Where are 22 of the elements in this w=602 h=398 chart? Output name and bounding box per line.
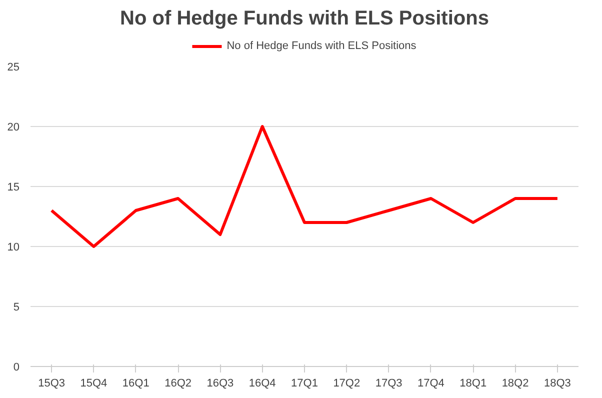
x-tick-label: 17Q2 — [333, 378, 360, 390]
y-tick-label: 20 — [7, 122, 20, 134]
y-tick-label: 15 — [7, 182, 20, 194]
x-tick-label: 18Q1 — [460, 378, 487, 390]
x-tick-label: 17Q1 — [291, 378, 318, 390]
x-tick-label: 18Q3 — [544, 378, 571, 390]
x-tick-label: 16Q2 — [164, 378, 192, 390]
x-tick-label: 17Q4 — [418, 378, 444, 390]
x-tick-label: 15Q3 — [38, 378, 66, 390]
x-tick-label: 16Q1 — [122, 378, 150, 390]
chart-title: No of Hedge Funds with ELS Positions — [120, 8, 489, 30]
x-tick-label: 15Q4 — [80, 378, 108, 390]
x-tick-label: 16Q4 — [248, 378, 276, 390]
y-tick-label: 10 — [7, 242, 20, 254]
line-series — [50, 125, 559, 248]
y-tick-label: 25 — [7, 62, 20, 74]
legend-label: No of Hedge Funds with ELS Positions — [226, 40, 416, 52]
y-tick-label: 5 — [13, 302, 20, 314]
x-tick-label: 18Q2 — [502, 378, 529, 390]
x-tick-label: 17Q3 — [375, 378, 402, 390]
x-tick-label: 16Q3 — [206, 378, 234, 390]
y-tick-label: 0 — [13, 362, 20, 374]
